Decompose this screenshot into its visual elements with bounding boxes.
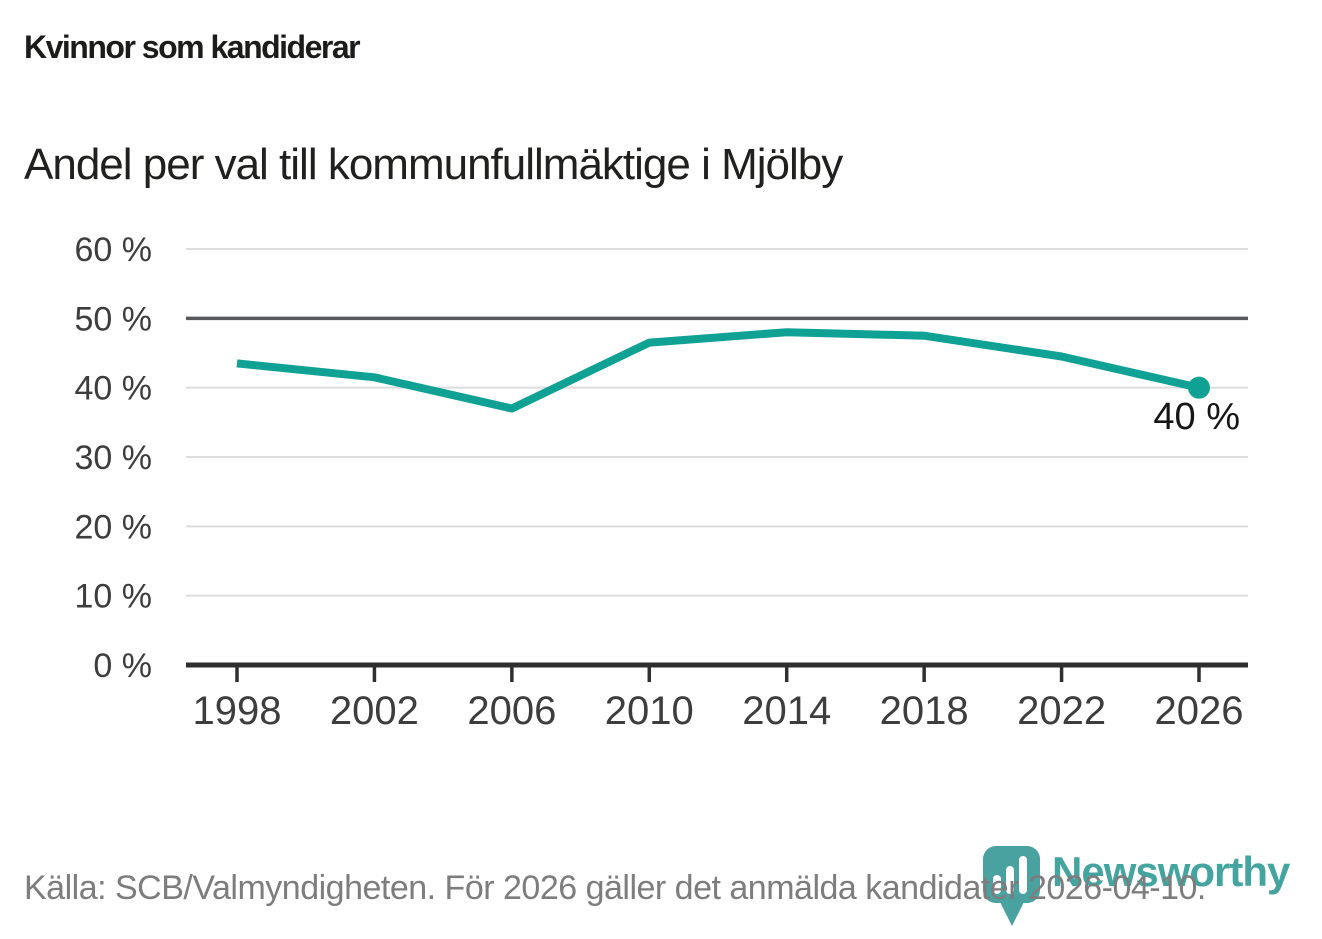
end-point-dot bbox=[1188, 376, 1210, 399]
y-tick-label: 50 % bbox=[75, 300, 153, 338]
source-note: Källa: SCB/Valmyndigheten. För 2026 gäll… bbox=[24, 869, 1206, 907]
x-tick-label: 1998 bbox=[193, 689, 282, 733]
chart-title: Kvinnor som kandiderar bbox=[24, 29, 361, 65]
x-tick-label: 2010 bbox=[605, 689, 694, 733]
x-tick-label: 2026 bbox=[1155, 689, 1244, 733]
y-tick-label: 60 % bbox=[75, 231, 153, 269]
x-tick-label: 2002 bbox=[330, 689, 419, 733]
chart-subtitle: Andel per val till kommunfullmäktige i M… bbox=[24, 140, 843, 189]
newsworthy-logo: Newsworthy bbox=[982, 846, 1290, 928]
x-tick-label: 2018 bbox=[880, 689, 969, 733]
x-tick-label: 2006 bbox=[467, 689, 556, 733]
y-tick-label: 40 % bbox=[75, 370, 153, 408]
x-tick-label: 2022 bbox=[1017, 689, 1106, 733]
newsworthy-logo-icon bbox=[983, 846, 1040, 926]
y-tick-label: 20 % bbox=[75, 508, 153, 546]
data-line bbox=[236, 328, 1200, 413]
newsworthy-wordmark: Newsworthy bbox=[1052, 848, 1290, 895]
x-tick-label: 2014 bbox=[742, 689, 831, 733]
end-point-label: 40 % bbox=[1153, 396, 1240, 438]
y-tick-label: 0 % bbox=[93, 647, 152, 685]
y-tick-label: 10 % bbox=[75, 578, 153, 616]
y-tick-label: 30 % bbox=[75, 439, 153, 477]
